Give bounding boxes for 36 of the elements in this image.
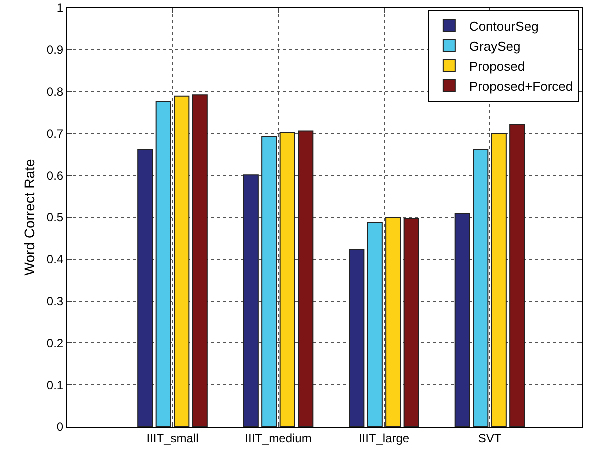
y-tick-label: 0.4 [46, 252, 64, 267]
y-tick-label: 0 [56, 420, 64, 434]
bar [349, 249, 365, 427]
x-tick-label: IIIT_medium [245, 431, 312, 446]
y-axis-title: Word Correct Rate [22, 159, 38, 276]
bar [138, 149, 154, 427]
x-tick-label: SVT [478, 431, 502, 446]
y-tick-label: 0.3 [46, 294, 64, 308]
bar [510, 124, 526, 427]
y-tick-label: 0.5 [46, 210, 64, 225]
legend-label: GraySeg [469, 39, 521, 54]
bar [386, 217, 402, 427]
bar [262, 136, 278, 427]
bar [491, 133, 507, 427]
bar [454, 213, 470, 427]
x-tick-label: IIIT_small [146, 431, 199, 446]
y-tick-label: 0.9 [46, 43, 64, 58]
bar [473, 149, 489, 427]
x-tick-label: IIIT_large [358, 431, 410, 446]
y-tick-label: 0.7 [46, 126, 64, 141]
bar [298, 130, 314, 427]
bar [192, 94, 208, 427]
bar [156, 100, 172, 427]
y-tick-label: 0.1 [46, 378, 64, 392]
legend-label: Proposed+Forced [469, 78, 574, 94]
bar [174, 96, 190, 427]
legend-label: ContourSeg [469, 19, 539, 34]
bar [367, 222, 383, 427]
y-tick-label: 0.2 [46, 336, 64, 350]
y-tick-label: 1 [56, 1, 64, 16]
bar [404, 218, 420, 427]
bar [243, 174, 259, 427]
bar [280, 132, 296, 427]
y-tick-label: 0.6 [46, 168, 64, 183]
y-tick-label: 0.8 [46, 85, 64, 99]
legend-label: Proposed [469, 58, 526, 74]
